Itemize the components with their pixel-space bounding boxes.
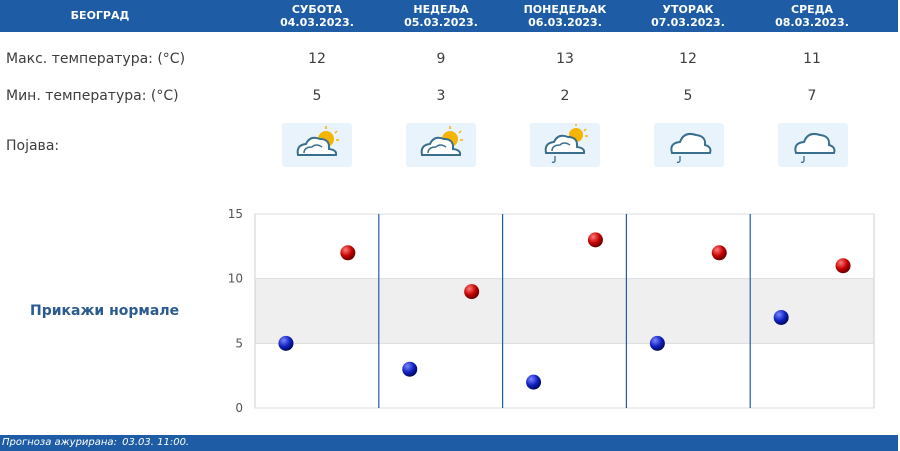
y-tick-label: 15	[228, 207, 243, 221]
max-temp-value: 11	[803, 51, 821, 67]
day-name: ПОНЕДЕЉАК	[523, 3, 607, 16]
cloud-rain-icon	[654, 123, 724, 167]
min-temp-point	[278, 335, 294, 351]
min-temp-point	[526, 374, 542, 390]
y-tick-label: 5	[235, 336, 243, 350]
max-temp-value: 12	[308, 51, 326, 67]
y-tick-label: 10	[228, 272, 243, 286]
min-temp-point	[649, 335, 665, 351]
max-temp-point	[711, 245, 727, 261]
plot-band	[255, 278, 874, 344]
show-normals-link[interactable]: Прикажи нормале	[30, 303, 180, 319]
sun-cloud-rain-icon	[530, 123, 600, 167]
min-temp-label: Мин. температура: (°C)	[6, 88, 179, 104]
y-tick-label: 0	[235, 401, 243, 415]
day-date: 08.03.2023.	[775, 16, 849, 29]
phenomenon-label: Појава:	[6, 138, 60, 154]
forecast-header: БЕОГРАД СУБОТА 04.03.2023. НЕДЕЉА 05.03.…	[0, 0, 898, 32]
day-date: 04.03.2023.	[280, 16, 354, 29]
max-temp-point	[340, 245, 356, 261]
day-date: 06.03.2023.	[528, 16, 602, 29]
min-temp-value: 5	[312, 88, 322, 104]
day-date: 07.03.2023.	[651, 16, 725, 29]
day-date: 05.03.2023.	[404, 16, 478, 29]
min-temp-point	[773, 309, 789, 325]
day-name: УТОРАК	[662, 3, 714, 16]
day-name: СУБОТА	[291, 3, 343, 16]
temperature-chart: 0 5 10 15	[228, 207, 875, 415]
max-temp-point	[464, 284, 480, 300]
sun-behind-cloud-icon	[406, 123, 476, 167]
min-temp-value: 5	[683, 88, 693, 104]
day-header-3: ПОНЕДЕЉАК 06.03.2023.	[510, 3, 620, 29]
min-temp-value: 2	[560, 88, 570, 104]
day-header-5: СРЕДА 08.03.2023.	[757, 3, 867, 29]
max-temp-point	[587, 232, 603, 248]
day-name: НЕДЕЉА	[413, 3, 469, 16]
updated-value: 03.03. 11:00.	[122, 437, 190, 448]
max-temp-label: Макс. температура: (°C)	[6, 51, 186, 67]
max-temp-value: 13	[556, 51, 574, 67]
max-temp-value: 12	[679, 51, 697, 67]
city-name: БЕОГРАД	[70, 9, 130, 22]
cloud-rain-icon	[778, 123, 848, 167]
max-temp-value: 9	[436, 51, 446, 67]
max-temp-point	[835, 258, 851, 274]
min-temp-value: 3	[436, 88, 446, 104]
updated-label: Прогноза ажурирана:	[2, 437, 117, 448]
day-header-2: НЕДЕЉА 05.03.2023.	[386, 3, 496, 29]
day-name: СРЕДА	[791, 3, 833, 16]
sun-behind-cloud-icon	[282, 123, 352, 167]
min-temp-value: 7	[807, 88, 817, 104]
day-header-4: УТОРАК 07.03.2023.	[633, 3, 743, 29]
day-header-1: СУБОТА 04.03.2023.	[262, 3, 372, 29]
footer-bar: Прогноза ажурирана: 03.03. 11:00.	[0, 435, 898, 451]
min-temp-point	[402, 361, 418, 377]
